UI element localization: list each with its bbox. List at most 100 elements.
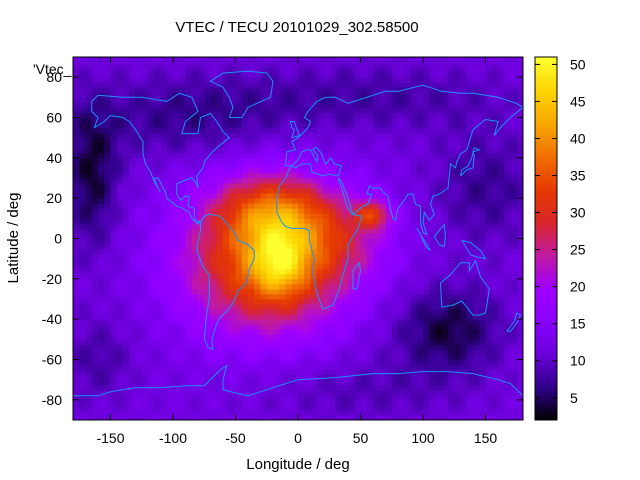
heatmap-cell bbox=[179, 369, 186, 376]
heatmap-cell bbox=[79, 72, 86, 78]
heatmap-cell bbox=[466, 132, 474, 139]
heatmap-cell bbox=[110, 384, 118, 391]
heatmap-cell bbox=[229, 288, 236, 295]
heatmap-cell bbox=[473, 364, 480, 370]
heatmap-cell bbox=[173, 268, 180, 275]
heatmap-cell bbox=[291, 152, 299, 159]
heatmap-cell bbox=[404, 399, 411, 406]
heatmap-cell bbox=[91, 268, 99, 275]
heatmap-cell bbox=[516, 414, 524, 421]
heatmap-cell bbox=[229, 329, 236, 335]
heatmap-cell bbox=[448, 278, 455, 285]
heatmap-cell bbox=[73, 162, 80, 169]
heatmap-cell bbox=[373, 127, 380, 134]
heatmap-cell bbox=[285, 263, 293, 270]
heatmap-cell bbox=[279, 152, 286, 159]
heatmap-cell bbox=[385, 329, 393, 335]
heatmap-cell bbox=[266, 409, 274, 416]
heatmap-cell bbox=[98, 117, 105, 123]
heatmap-cell bbox=[235, 72, 243, 78]
heatmap-cell bbox=[198, 188, 205, 194]
heatmap-cell bbox=[154, 243, 161, 249]
heatmap-cell bbox=[98, 87, 105, 93]
heatmap-cell bbox=[410, 152, 418, 159]
heatmap-cell bbox=[498, 324, 505, 330]
heatmap-cell bbox=[391, 248, 399, 255]
heatmap-cell bbox=[485, 248, 493, 255]
heatmap-cell bbox=[154, 349, 161, 355]
heatmap-cell bbox=[129, 258, 136, 265]
heatmap-cell bbox=[441, 152, 449, 159]
heatmap-cell bbox=[73, 102, 80, 108]
heatmap-cell bbox=[516, 122, 524, 128]
heatmap-cell bbox=[379, 122, 386, 128]
heatmap-cell bbox=[135, 208, 143, 214]
heatmap-cell bbox=[460, 324, 468, 330]
heatmap-cell bbox=[323, 258, 330, 265]
heatmap-cell bbox=[310, 107, 318, 113]
heatmap-cell bbox=[266, 157, 274, 164]
heatmap-cell bbox=[485, 152, 493, 159]
heatmap-cell bbox=[179, 107, 186, 113]
heatmap-cell bbox=[504, 349, 511, 355]
heatmap-cell bbox=[479, 314, 486, 320]
heatmap-cell bbox=[260, 188, 268, 194]
heatmap-cell bbox=[154, 157, 161, 164]
heatmap-cell bbox=[298, 389, 305, 396]
heatmap-cell bbox=[385, 188, 393, 194]
heatmap-cell bbox=[460, 299, 468, 305]
heatmap-cell bbox=[385, 193, 393, 199]
heatmap-cell bbox=[110, 112, 118, 118]
heatmap-cell bbox=[435, 137, 443, 144]
heatmap-cell bbox=[129, 339, 136, 345]
heatmap-cell bbox=[491, 414, 499, 421]
heatmap-cell bbox=[185, 178, 193, 184]
heatmap-cell bbox=[235, 349, 243, 355]
heatmap-cell bbox=[116, 193, 124, 199]
heatmap-cell bbox=[398, 248, 405, 255]
heatmap-cell bbox=[391, 203, 399, 209]
heatmap-cell bbox=[366, 379, 374, 386]
heatmap-cell bbox=[479, 157, 486, 164]
heatmap-cell bbox=[229, 188, 236, 194]
heatmap-cell bbox=[479, 384, 486, 391]
heatmap-cell bbox=[248, 97, 255, 103]
heatmap-cell bbox=[379, 324, 386, 330]
heatmap-cell bbox=[448, 188, 455, 194]
heatmap-cell bbox=[185, 314, 193, 320]
heatmap-cell bbox=[223, 273, 230, 280]
heatmap-cell bbox=[216, 243, 224, 249]
heatmap-cell bbox=[185, 404, 193, 411]
heatmap-cell bbox=[98, 167, 105, 174]
heatmap-cell bbox=[85, 208, 93, 214]
heatmap-cell bbox=[398, 374, 405, 381]
heatmap-cell bbox=[279, 137, 286, 144]
heatmap-cell bbox=[404, 248, 411, 255]
heatmap-cell bbox=[79, 152, 86, 159]
heatmap-cell bbox=[204, 339, 211, 345]
heatmap-cell bbox=[373, 344, 380, 350]
heatmap-cell bbox=[254, 233, 261, 239]
heatmap-cell bbox=[504, 198, 511, 204]
heatmap-cell bbox=[429, 238, 436, 244]
heatmap-cell bbox=[429, 263, 436, 270]
heatmap-cell bbox=[116, 354, 124, 360]
heatmap-cell bbox=[191, 122, 199, 128]
heatmap-cell bbox=[373, 369, 380, 376]
heatmap-cell bbox=[454, 339, 461, 345]
heatmap-cell bbox=[85, 253, 93, 260]
heatmap-cell bbox=[185, 117, 193, 123]
heatmap-cell bbox=[204, 228, 211, 234]
heatmap-cell bbox=[98, 374, 105, 381]
heatmap-cell bbox=[485, 112, 493, 118]
heatmap-cell bbox=[241, 253, 249, 260]
heatmap-cell bbox=[329, 278, 336, 285]
heatmap-cell bbox=[204, 208, 211, 214]
heatmap-cell bbox=[91, 379, 99, 386]
heatmap-cell bbox=[179, 384, 186, 391]
heatmap-cell bbox=[116, 409, 124, 416]
heatmap-cell bbox=[104, 299, 111, 305]
heatmap-cell bbox=[473, 293, 480, 300]
heatmap-cell bbox=[354, 389, 361, 396]
heatmap-cell bbox=[360, 132, 368, 139]
